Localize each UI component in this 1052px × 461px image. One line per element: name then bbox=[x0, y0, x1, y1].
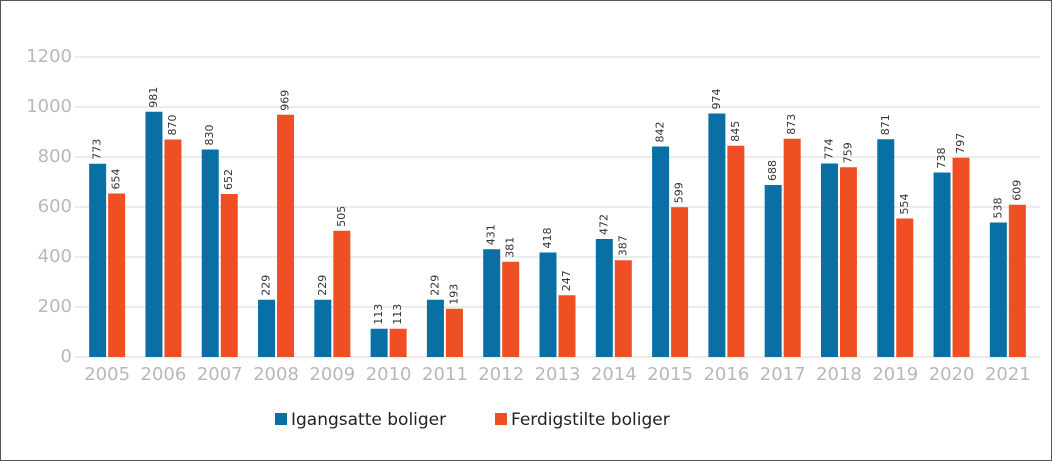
value-label: 871 bbox=[879, 114, 892, 135]
x-tick-label: 2012 bbox=[478, 364, 524, 385]
value-label: 229 bbox=[316, 275, 329, 296]
y-tick-label: 200 bbox=[38, 296, 72, 317]
bar bbox=[483, 249, 501, 357]
bar bbox=[314, 299, 332, 357]
x-tick-label: 2013 bbox=[535, 364, 581, 385]
bar bbox=[108, 193, 126, 357]
value-label: 830 bbox=[203, 125, 216, 146]
value-label: 599 bbox=[673, 182, 686, 203]
legend-swatch bbox=[275, 413, 287, 425]
bar bbox=[671, 207, 689, 357]
bar bbox=[727, 145, 745, 357]
x-tick-label: 2010 bbox=[366, 364, 412, 385]
value-label: 652 bbox=[222, 169, 235, 190]
x-tick-label: 2018 bbox=[816, 364, 862, 385]
bar bbox=[164, 139, 182, 357]
bar bbox=[614, 260, 632, 357]
bar bbox=[333, 230, 351, 357]
value-label: 974 bbox=[710, 89, 723, 110]
y-tick-label: 0 bbox=[61, 346, 72, 367]
bar bbox=[783, 138, 801, 357]
bar bbox=[539, 252, 557, 357]
value-label: 381 bbox=[504, 237, 517, 258]
bar bbox=[502, 261, 520, 357]
y-tick-label: 400 bbox=[38, 246, 72, 267]
value-label: 870 bbox=[166, 115, 179, 136]
value-label: 538 bbox=[991, 198, 1004, 219]
legend-label: Ferdigstilte boliger bbox=[511, 410, 670, 430]
y-tick-label: 800 bbox=[38, 146, 72, 167]
bar bbox=[201, 149, 219, 357]
x-tick-label: 2006 bbox=[141, 364, 187, 385]
x-tick-label: 2007 bbox=[197, 364, 243, 385]
bar bbox=[708, 113, 726, 357]
value-label: 472 bbox=[597, 214, 610, 235]
y-tick-label: 1000 bbox=[26, 96, 72, 117]
bar bbox=[877, 139, 895, 357]
bar bbox=[220, 194, 238, 357]
bar bbox=[370, 328, 388, 357]
bar bbox=[277, 114, 295, 357]
value-label: 113 bbox=[372, 304, 385, 325]
bar bbox=[764, 185, 782, 357]
x-tick-label: 2015 bbox=[647, 364, 693, 385]
value-label: 842 bbox=[654, 122, 667, 143]
x-tick-label: 2020 bbox=[929, 364, 975, 385]
x-tick-label: 2011 bbox=[422, 364, 468, 385]
x-tick-label: 2008 bbox=[253, 364, 299, 385]
value-label: 609 bbox=[1010, 180, 1023, 201]
value-label: 229 bbox=[428, 275, 441, 296]
value-label: 774 bbox=[822, 139, 835, 160]
value-label: 654 bbox=[110, 169, 123, 190]
value-label: 431 bbox=[485, 224, 498, 245]
value-label: 247 bbox=[560, 270, 573, 291]
value-label: 418 bbox=[541, 228, 554, 249]
y-tick-label: 1200 bbox=[26, 46, 72, 67]
value-label: 387 bbox=[616, 235, 629, 256]
x-tick-label: 2016 bbox=[703, 364, 749, 385]
bar bbox=[839, 167, 857, 357]
bar bbox=[145, 111, 163, 357]
value-label: 554 bbox=[898, 194, 911, 215]
x-tick-label: 2009 bbox=[309, 364, 355, 385]
legend-swatch bbox=[495, 413, 507, 425]
value-label: 688 bbox=[766, 160, 779, 181]
x-tick-label: 2021 bbox=[985, 364, 1031, 385]
bar bbox=[445, 308, 463, 357]
y-tick-label: 600 bbox=[38, 196, 72, 217]
value-label: 113 bbox=[391, 304, 404, 325]
bar bbox=[933, 172, 951, 357]
value-label: 505 bbox=[335, 206, 348, 227]
bar bbox=[558, 295, 576, 357]
bar bbox=[426, 299, 444, 357]
x-tick-label: 2014 bbox=[591, 364, 637, 385]
value-label: 797 bbox=[954, 133, 967, 154]
bar bbox=[1008, 204, 1026, 357]
value-label: 969 bbox=[279, 90, 292, 111]
value-label: 759 bbox=[841, 142, 854, 163]
x-tick-label: 2019 bbox=[872, 364, 918, 385]
bar bbox=[258, 299, 276, 357]
value-label: 738 bbox=[935, 148, 948, 169]
x-tick-label: 2017 bbox=[760, 364, 806, 385]
value-label: 229 bbox=[260, 275, 273, 296]
bar bbox=[952, 157, 970, 357]
bar bbox=[595, 239, 613, 357]
bar bbox=[89, 163, 107, 357]
value-label: 981 bbox=[147, 87, 160, 108]
legend-label: Igangsatte boliger bbox=[291, 410, 446, 430]
value-label: 193 bbox=[447, 284, 460, 305]
value-label: 773 bbox=[91, 139, 104, 160]
value-label: 845 bbox=[729, 121, 742, 142]
bar bbox=[389, 328, 407, 357]
bar bbox=[989, 222, 1007, 357]
bar bbox=[652, 146, 670, 357]
x-tick-label: 2005 bbox=[84, 364, 130, 385]
bar bbox=[896, 218, 914, 357]
bar bbox=[820, 163, 838, 357]
value-label: 873 bbox=[785, 114, 798, 135]
